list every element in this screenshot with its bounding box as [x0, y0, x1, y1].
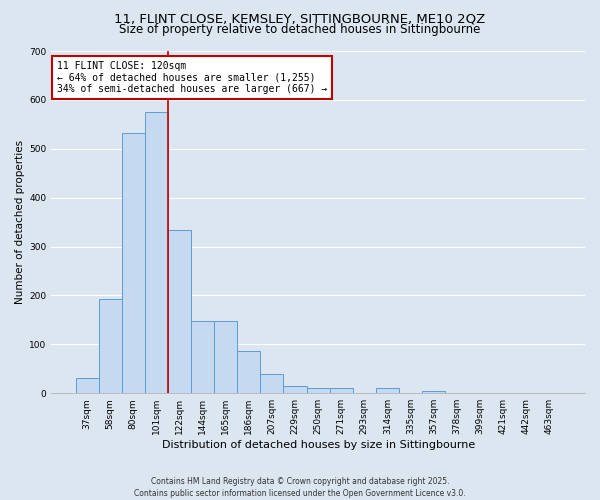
X-axis label: Distribution of detached houses by size in Sittingbourne: Distribution of detached houses by size …	[161, 440, 475, 450]
Bar	[76, 378, 98, 393]
Text: Size of property relative to detached houses in Sittingbourne: Size of property relative to detached ho…	[119, 22, 481, 36]
Bar	[214, 321, 237, 393]
Bar	[168, 230, 191, 393]
Bar	[98, 299, 122, 393]
Bar	[422, 391, 445, 393]
Text: 11, FLINT CLOSE, KEMSLEY, SITTINGBOURNE, ME10 2QZ: 11, FLINT CLOSE, KEMSLEY, SITTINGBOURNE,…	[115, 12, 485, 26]
Bar	[376, 388, 399, 393]
Text: 11 FLINT CLOSE: 120sqm
← 64% of detached houses are smaller (1,255)
34% of semi-: 11 FLINT CLOSE: 120sqm ← 64% of detached…	[56, 62, 327, 94]
Y-axis label: Number of detached properties: Number of detached properties	[15, 140, 25, 304]
Bar	[260, 374, 283, 393]
Text: Contains HM Land Registry data © Crown copyright and database right 2025.
Contai: Contains HM Land Registry data © Crown c…	[134, 476, 466, 498]
Bar	[307, 388, 329, 393]
Bar	[329, 388, 353, 393]
Bar	[191, 321, 214, 393]
Bar	[145, 112, 168, 393]
Bar	[237, 351, 260, 393]
Bar	[122, 132, 145, 393]
Bar	[283, 386, 307, 393]
